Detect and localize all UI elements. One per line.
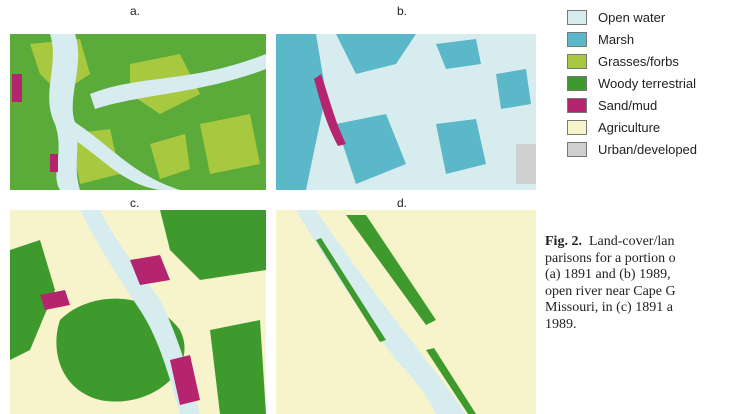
panel-label: d. xyxy=(397,196,407,210)
caption-line: 1989. xyxy=(545,317,743,334)
figure: a. b. c. d. xyxy=(0,0,743,414)
panel-label: a. xyxy=(130,4,140,18)
caption-text: Land-cover/lan xyxy=(589,234,675,249)
legend-label: Marsh xyxy=(598,32,634,47)
panel-label: c. xyxy=(130,196,139,210)
legend-item: Agriculture xyxy=(567,116,697,138)
legend-item: Woody terrestrial xyxy=(567,72,697,94)
legend-label: Open water xyxy=(598,10,665,25)
legend-item: Grasses/forbs xyxy=(567,50,697,72)
legend-label: Woody terrestrial xyxy=(598,76,696,91)
legend-item: Sand/mud xyxy=(567,94,697,116)
panel-label: b. xyxy=(397,4,407,18)
legend-label: Urban/developed xyxy=(598,142,697,157)
caption: Fig. 2. Land-cover/lan parisons for a po… xyxy=(545,234,743,333)
caption-line: Missouri, in (c) 1891 a xyxy=(545,300,743,317)
legend-swatch xyxy=(567,120,587,135)
caption-line: (a) 1891 and (b) 1989, xyxy=(545,267,743,284)
legend-label: Grasses/forbs xyxy=(598,54,679,69)
map-b xyxy=(276,34,536,190)
map-c xyxy=(10,210,266,414)
legend-item: Open water xyxy=(567,6,697,28)
legend-swatch xyxy=(567,142,587,157)
legend-swatch xyxy=(567,10,587,25)
map-a xyxy=(10,34,266,190)
caption-line: Fig. 2. Land-cover/lan xyxy=(545,234,743,251)
map-d xyxy=(276,210,536,414)
legend-item: Marsh xyxy=(567,28,697,50)
legend-swatch xyxy=(567,54,587,69)
caption-line: open river near Cape G xyxy=(545,284,743,301)
caption-line: parisons for a portion o xyxy=(545,251,743,268)
legend-label: Agriculture xyxy=(598,120,660,135)
legend-item: Urban/developed xyxy=(567,138,697,160)
legend-swatch xyxy=(567,32,587,47)
caption-label: Fig. 2. xyxy=(545,234,582,249)
legend-swatch xyxy=(567,76,587,91)
legend: Open water Marsh Grasses/forbs Woody terres… xyxy=(567,6,697,160)
legend-label: Sand/mud xyxy=(598,98,657,113)
legend-swatch xyxy=(567,98,587,113)
